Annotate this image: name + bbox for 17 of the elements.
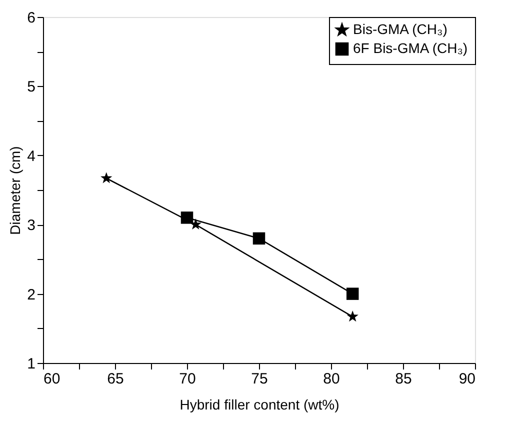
legend-label: Bis-GMA (CH₃) xyxy=(353,21,448,37)
y-tick-label: 4 xyxy=(27,148,36,165)
x-tick-label: 85 xyxy=(395,370,412,388)
y-tick-label: 2 xyxy=(27,286,36,304)
x-axis-title: Hybrid filler content (wt%) xyxy=(180,396,340,412)
x-tick-label: 90 xyxy=(458,370,476,388)
x-tick-label: 70 xyxy=(179,370,196,388)
y-tick-label: 3 xyxy=(27,217,36,234)
x-tick-label: 65 xyxy=(107,370,124,388)
y-tick-label: 1 xyxy=(27,356,36,372)
y-axis-title: Diameter (cm) xyxy=(7,146,24,235)
x-tick-label: 80 xyxy=(323,370,340,388)
legend-label: 6F Bis-GMA (CH₃) xyxy=(353,40,468,56)
x-tick-label: 75 xyxy=(251,370,268,388)
x-tick-label: 60 xyxy=(44,370,60,388)
y-tick-label: 5 xyxy=(27,78,36,96)
y-tick-label: 6 xyxy=(27,10,36,26)
